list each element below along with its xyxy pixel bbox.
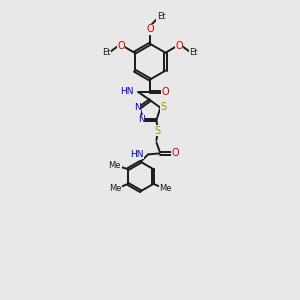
Text: Et: Et xyxy=(189,48,198,57)
Text: O: O xyxy=(175,41,183,51)
Text: HN: HN xyxy=(120,87,133,96)
Text: O: O xyxy=(117,41,125,51)
Text: O: O xyxy=(162,87,169,97)
Text: O: O xyxy=(146,25,154,34)
Text: S: S xyxy=(160,102,166,112)
Text: Me: Me xyxy=(110,184,122,193)
Text: Me: Me xyxy=(159,184,172,193)
Text: S: S xyxy=(154,126,160,136)
Text: O: O xyxy=(172,148,179,158)
Text: N: N xyxy=(138,116,144,124)
Text: HN: HN xyxy=(130,149,143,158)
Text: Et: Et xyxy=(102,48,111,57)
Text: Et: Et xyxy=(157,12,165,21)
Text: N: N xyxy=(134,103,140,112)
Text: Me: Me xyxy=(109,161,121,170)
